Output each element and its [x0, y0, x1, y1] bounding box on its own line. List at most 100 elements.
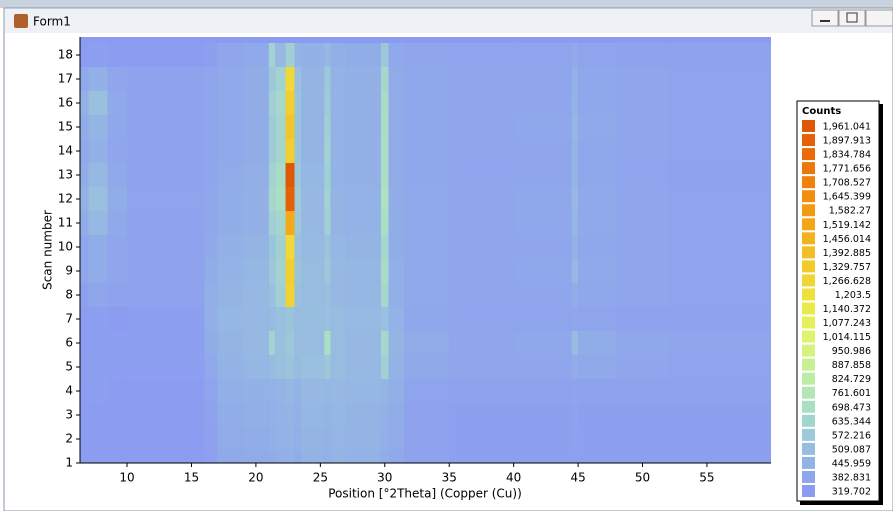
heatmap-cell	[706, 91, 771, 115]
heatmap-cell	[243, 307, 269, 331]
y-axis-label: Scan number	[41, 210, 55, 290]
legend-swatch	[802, 330, 815, 343]
heatmap-cell	[285, 139, 295, 163]
heatmap-cell	[330, 451, 347, 463]
heatmap-cell	[668, 355, 707, 379]
window-buttons[interactable]	[811, 9, 893, 27]
heatmap-cell	[285, 355, 295, 379]
heatmap-cell	[578, 403, 617, 427]
heatmap-cell	[668, 139, 707, 163]
maximize-button[interactable]	[838, 9, 866, 27]
heatmap-cell	[388, 307, 405, 331]
legend-label: 1,266.628	[823, 276, 871, 287]
close-button[interactable]	[865, 9, 893, 27]
heatmap-cell	[346, 259, 381, 283]
heatmap-cell	[275, 331, 286, 355]
heatmap-cell	[217, 187, 244, 211]
heatmap-cell	[668, 115, 707, 139]
legend-swatch	[802, 148, 815, 161]
heatmap-cell	[513, 91, 572, 115]
legend-label: 1,771.656	[823, 164, 871, 175]
x-tick-label: 30	[377, 471, 392, 485]
heatmap-cell	[285, 163, 295, 187]
heatmap-cell	[88, 91, 108, 115]
heatmap-cell	[275, 235, 286, 259]
heatmap-cell	[80, 355, 89, 379]
heatmap-cell	[330, 379, 347, 403]
heatmap-cell	[204, 163, 218, 187]
heatmap-cell	[275, 67, 286, 91]
heatmap-cell	[127, 115, 205, 139]
heatmap-cell	[330, 139, 347, 163]
heatmap-cell	[388, 403, 405, 427]
heatmap-cell	[243, 187, 269, 211]
heatmap-cell	[706, 187, 771, 211]
heatmap-cell	[616, 91, 669, 115]
heatmap-cell	[127, 403, 205, 427]
heatmap-cell	[346, 187, 381, 211]
heatmap-cell	[706, 403, 771, 427]
heatmap-cell	[301, 331, 325, 355]
legend-label: 1,456.014	[823, 234, 871, 245]
x-tick-label: 35	[442, 471, 457, 485]
heatmap-cell	[243, 139, 269, 163]
heatmap-cell	[127, 211, 205, 235]
heatmap-cell	[668, 403, 707, 427]
legend-swatch	[802, 204, 815, 217]
heatmap-cell	[294, 379, 302, 403]
heatmap-cell	[513, 259, 572, 283]
y-tick-label: 12	[58, 192, 73, 206]
heatmap-cell	[346, 67, 381, 91]
x-tick-label: 10	[119, 471, 134, 485]
heatmap-cell	[578, 91, 617, 115]
heatmap-cell	[80, 451, 89, 463]
heatmap-cell	[268, 451, 276, 463]
heatmap-cell	[571, 43, 579, 67]
heatmap-cell	[346, 163, 381, 187]
heatmap-cell	[127, 355, 205, 379]
heatmap-cell	[404, 139, 450, 163]
heatmap-cell	[294, 163, 302, 187]
heatmap-cell	[388, 235, 405, 259]
heatmap-cell	[578, 211, 617, 235]
heatmap-cell	[243, 163, 269, 187]
heatmap-cell	[217, 43, 244, 67]
heatmap-cell	[380, 211, 389, 235]
heatmap-cell	[616, 43, 669, 67]
heatmap-cell	[668, 427, 707, 451]
heatmap-cell	[217, 379, 244, 403]
y-tick-label: 15	[58, 120, 73, 134]
heatmap-cell	[294, 43, 302, 67]
heatmap-cell	[388, 139, 405, 163]
heatmap-cell	[380, 331, 389, 355]
heatmap-cell	[80, 403, 89, 427]
heatmap-cell	[204, 139, 218, 163]
heatmap-cell	[204, 43, 218, 67]
heatmap-cell	[449, 451, 514, 463]
heatmap-cell	[571, 451, 579, 463]
legend-label: 1,519.142	[823, 220, 871, 231]
legend-label: 1,203.5	[835, 290, 871, 301]
heatmap-cell	[107, 427, 128, 451]
legend-swatch	[802, 358, 815, 371]
heatmap-cell	[324, 331, 331, 355]
minimize-button[interactable]	[811, 9, 839, 27]
heatmap-cell	[616, 283, 669, 307]
legend-items: 1,961.041 1,897.913 1,834.784 1,771.656 1,70…	[802, 120, 871, 498]
heatmap-cell	[127, 235, 205, 259]
heatmap-cell	[324, 355, 331, 379]
heatmap-cell	[80, 91, 89, 115]
heatmap-cell	[80, 331, 89, 355]
heatmap-cell	[388, 187, 405, 211]
heatmap-cell	[706, 115, 771, 139]
heatmap-cell	[380, 427, 389, 451]
heatmap-cell	[616, 259, 669, 283]
heatmap-cell	[380, 187, 389, 211]
heatmap-cell	[571, 403, 579, 427]
heatmap-cell	[346, 307, 381, 331]
heatmap-cell	[380, 355, 389, 379]
heatmap-cell	[449, 115, 514, 139]
heatmap-cell	[668, 451, 707, 463]
heatmap-cell	[243, 67, 269, 91]
